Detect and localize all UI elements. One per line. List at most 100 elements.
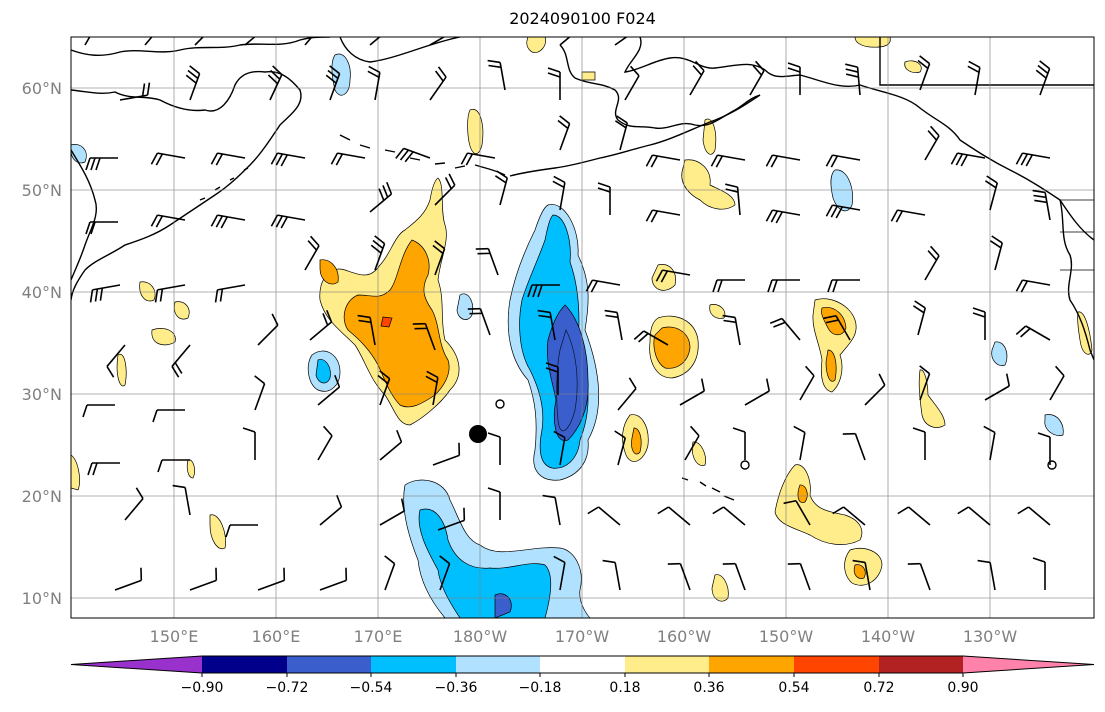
- wind-barb: [799, 365, 815, 401]
- wind-barb: [957, 506, 991, 526]
- wind-barb: [106, 344, 126, 378]
- wind-barb: [842, 432, 866, 461]
- positive-anomaly-core-c3: [631, 427, 642, 455]
- coastline-alaska-peninsula: [509, 94, 761, 177]
- wind-barb: [439, 555, 451, 591]
- wind-barb: [254, 375, 266, 411]
- wind-barb: [1015, 325, 1051, 341]
- positive-anomaly-patch-w4: [116, 353, 127, 387]
- wind-barb: [832, 506, 866, 526]
- coastline-asia-north: [71, 37, 331, 57]
- wind-barb: [765, 154, 801, 168]
- positive-anomaly-patch-n4: [702, 118, 717, 155]
- lon-label: 160°W: [657, 627, 712, 646]
- wind-barb: [210, 152, 246, 166]
- wind-barb: [684, 425, 700, 461]
- colorbar-tick-label: −0.90: [181, 680, 224, 696]
- map-title: 2024090100 F024: [509, 9, 656, 28]
- wind-barb: [369, 181, 393, 213]
- wind-barb: [633, 330, 669, 346]
- positive-anomaly-patch-s1: [209, 514, 226, 550]
- contour-fill-layer: [71, 37, 1093, 618]
- wind-barb: [823, 314, 851, 341]
- wind-barb: [309, 309, 333, 341]
- wind-barb: [84, 37, 100, 46]
- wind-barb: [783, 499, 811, 526]
- wind-barb: [379, 498, 406, 526]
- positive-anomaly-patch-n1: [467, 108, 484, 155]
- positive-anomaly-patch-e5: [581, 71, 596, 81]
- wind-barb: [317, 374, 341, 406]
- colorbar-tick-label: 0.90: [947, 680, 978, 696]
- wind-barb: [475, 247, 499, 276]
- wind-barb: [553, 555, 566, 591]
- negative-anomaly-patch-ne: [830, 169, 854, 212]
- boundary-layer: [1060, 199, 1094, 271]
- coastline-aleutians: [339, 134, 506, 176]
- negative-anomaly-patch-north: [331, 53, 351, 96]
- wind-barb: [330, 152, 366, 166]
- colorbar-tick-label: 0.72: [863, 680, 894, 696]
- coastline-alaska-north: [623, 37, 1094, 241]
- wind-barb: [983, 425, 996, 461]
- latitude-labels: 60°N 50°N 40°N 30°N 20°N 10°N: [22, 79, 62, 608]
- lat-label: 30°N: [22, 385, 62, 404]
- colorbar-segment: [202, 656, 287, 673]
- positive-anomaly-patch-w1: [139, 281, 156, 302]
- negative-anomaly-extreme-central: [556, 329, 578, 432]
- filled-dot-marker: [469, 425, 487, 443]
- colorbar-segment: [709, 656, 794, 673]
- wind-barb: [984, 175, 999, 211]
- colorbar-tick-label: −0.36: [435, 680, 478, 696]
- wind-barb: [185, 65, 201, 101]
- wind-barb: [679, 378, 706, 406]
- colorbar-segment: [287, 656, 371, 673]
- wind-barb: [712, 279, 745, 293]
- colorbar-segment: [456, 656, 540, 673]
- lon-label: 140°W: [861, 627, 916, 646]
- wind-barb: [597, 182, 611, 215]
- colorbar-tick-label: 0.54: [778, 680, 809, 696]
- wind-barb: [1032, 189, 1051, 221]
- wind-barb: [225, 524, 258, 538]
- positive-anomaly-patch-se1: [774, 464, 863, 545]
- positive-anomaly-patch-w5: [71, 454, 80, 491]
- wind-barb: [787, 562, 811, 591]
- wind-barb: [210, 214, 246, 229]
- open-circle-marker: [1047, 460, 1057, 470]
- wind-barb: [749, 60, 765, 96]
- wind-barb: [85, 157, 118, 171]
- wind-barb: [864, 373, 886, 406]
- wind-barb: [1035, 60, 1051, 96]
- wind-barb: [614, 115, 629, 151]
- wind-barb: [725, 183, 741, 216]
- colorbar-segment: [625, 656, 709, 673]
- wind-barb: [367, 65, 381, 101]
- wind-barb: [645, 154, 681, 168]
- wind-barb: [467, 307, 491, 336]
- wind-barb: [950, 152, 986, 167]
- coastline-canada: [879, 37, 1094, 86]
- lon-label: 150°E: [150, 627, 199, 646]
- lat-label: 10°N: [22, 589, 62, 608]
- wind-barb: [614, 430, 627, 466]
- positive-anomaly-core-se1: [797, 484, 808, 503]
- coastline-kamchatka: [71, 70, 302, 301]
- wind-barb: [765, 209, 801, 224]
- wind-barb: [547, 67, 561, 100]
- wind-barb-layer: [82, 37, 1065, 591]
- wind-barb: [85, 221, 118, 235]
- wind-barb: [244, 37, 267, 46]
- colorbar-upper-extension: [963, 656, 1094, 673]
- wind-barb: [384, 555, 396, 591]
- wind-barb: [395, 147, 431, 163]
- gridlines: [71, 37, 1094, 618]
- lon-label: 160°E: [252, 627, 301, 646]
- wind-barb: [689, 60, 705, 96]
- wind-barb: [712, 506, 746, 526]
- wind-barb: [527, 284, 560, 298]
- lon-label: 180°W: [453, 627, 508, 646]
- wind-barb: [1015, 279, 1051, 293]
- wind-barb: [890, 209, 926, 223]
- wind-barb: [89, 284, 121, 303]
